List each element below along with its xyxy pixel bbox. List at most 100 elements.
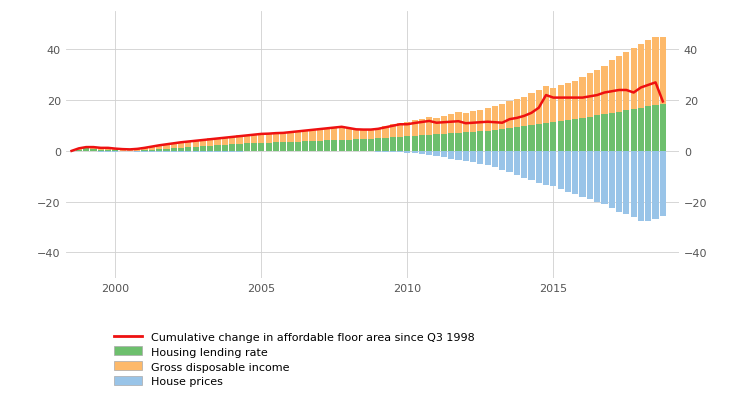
Bar: [324, 128, 330, 141]
Bar: [412, 136, 418, 151]
Bar: [310, 151, 315, 152]
Bar: [499, 151, 505, 171]
Bar: [383, 151, 388, 153]
Bar: [368, 130, 374, 139]
Bar: [193, 151, 199, 152]
Bar: [215, 146, 220, 151]
Bar: [361, 151, 366, 152]
Bar: [120, 149, 126, 151]
Bar: [302, 151, 308, 152]
Bar: [550, 88, 556, 123]
Bar: [543, 151, 549, 186]
Bar: [375, 129, 381, 139]
Bar: [317, 129, 323, 142]
Bar: [353, 130, 359, 140]
Bar: [404, 151, 410, 153]
Bar: [536, 125, 542, 151]
Bar: [565, 121, 571, 151]
Bar: [587, 151, 593, 200]
Bar: [134, 149, 140, 151]
Bar: [171, 143, 177, 149]
Bar: [448, 115, 454, 134]
Bar: [660, 105, 666, 151]
Bar: [178, 151, 184, 152]
Bar: [134, 151, 140, 152]
Bar: [149, 151, 155, 152]
Bar: [463, 114, 469, 133]
Bar: [331, 128, 337, 141]
Bar: [397, 137, 403, 151]
Bar: [580, 151, 585, 197]
Bar: [288, 132, 293, 142]
Bar: [331, 141, 337, 151]
Bar: [550, 123, 556, 151]
Bar: [215, 138, 220, 146]
Bar: [295, 151, 301, 152]
Bar: [346, 128, 352, 140]
Bar: [149, 150, 155, 151]
Bar: [616, 112, 622, 151]
Bar: [434, 151, 439, 157]
Bar: [499, 104, 505, 130]
Bar: [368, 139, 374, 151]
Bar: [273, 134, 279, 143]
Bar: [477, 151, 483, 164]
Bar: [426, 118, 432, 135]
Bar: [324, 151, 330, 152]
Bar: [580, 78, 585, 119]
Bar: [368, 151, 374, 152]
Bar: [485, 131, 491, 151]
Bar: [375, 139, 381, 151]
Bar: [631, 110, 637, 151]
Bar: [397, 151, 403, 153]
Bar: [244, 151, 250, 152]
Bar: [521, 127, 527, 151]
Bar: [142, 148, 147, 151]
Bar: [477, 110, 483, 132]
Bar: [317, 142, 323, 151]
Bar: [521, 98, 527, 127]
Bar: [419, 151, 425, 155]
Bar: [492, 151, 498, 168]
Bar: [193, 147, 199, 151]
Bar: [638, 45, 644, 108]
Bar: [295, 132, 301, 142]
Bar: [543, 87, 549, 124]
Bar: [91, 150, 96, 151]
Bar: [361, 130, 366, 140]
Bar: [171, 151, 177, 152]
Bar: [492, 106, 498, 130]
Bar: [98, 151, 104, 152]
Bar: [645, 41, 651, 107]
Bar: [645, 151, 651, 221]
Bar: [237, 151, 242, 152]
Bar: [193, 141, 199, 147]
Bar: [310, 130, 315, 142]
Bar: [441, 151, 447, 158]
Bar: [127, 151, 133, 152]
Bar: [441, 117, 447, 134]
Bar: [171, 149, 177, 151]
Bar: [164, 149, 169, 151]
Bar: [558, 151, 564, 189]
Bar: [383, 127, 388, 138]
Bar: [631, 49, 637, 110]
Bar: [339, 141, 345, 151]
Bar: [623, 53, 629, 111]
Bar: [507, 129, 512, 151]
Bar: [112, 151, 118, 152]
Bar: [434, 118, 439, 135]
Bar: [397, 124, 403, 137]
Bar: [514, 128, 520, 151]
Bar: [463, 133, 469, 151]
Bar: [98, 150, 104, 151]
Bar: [229, 137, 235, 145]
Bar: [529, 126, 534, 151]
Bar: [317, 151, 323, 152]
Bar: [244, 144, 250, 151]
Bar: [507, 151, 512, 173]
Bar: [273, 143, 279, 151]
Bar: [361, 140, 366, 151]
Bar: [390, 151, 396, 153]
Bar: [419, 119, 425, 136]
